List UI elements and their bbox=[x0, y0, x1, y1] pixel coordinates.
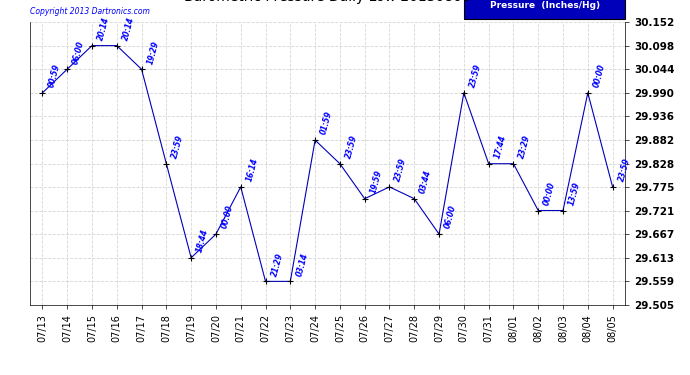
Text: 20:14: 20:14 bbox=[121, 16, 136, 42]
Text: 23:59: 23:59 bbox=[170, 134, 186, 159]
Text: Pressure  (Inches/Hg): Pressure (Inches/Hg) bbox=[490, 0, 600, 9]
Text: 23:29: 23:29 bbox=[518, 134, 533, 159]
Text: 06:00: 06:00 bbox=[71, 39, 86, 65]
Text: 19:29: 19:29 bbox=[146, 39, 161, 65]
Text: 23:59: 23:59 bbox=[617, 157, 631, 183]
Text: 06:00: 06:00 bbox=[443, 204, 458, 230]
Text: 17:44: 17:44 bbox=[493, 134, 508, 159]
Text: 00:00: 00:00 bbox=[220, 204, 235, 230]
Text: 00:00: 00:00 bbox=[542, 181, 558, 206]
Text: 21:29: 21:29 bbox=[270, 252, 284, 277]
Text: 23:59: 23:59 bbox=[468, 63, 483, 89]
Text: 23:59: 23:59 bbox=[394, 157, 408, 183]
Text: 18:44: 18:44 bbox=[195, 228, 210, 254]
Text: Copyright 2013 Dartronics.com: Copyright 2013 Dartronics.com bbox=[30, 8, 150, 16]
FancyBboxPatch shape bbox=[464, 0, 625, 19]
Text: 03:14: 03:14 bbox=[295, 252, 309, 277]
Text: 13:59: 13:59 bbox=[567, 181, 582, 206]
Text: 20:14: 20:14 bbox=[96, 16, 111, 42]
Text: 19:59: 19:59 bbox=[369, 169, 384, 195]
Text: 23:59: 23:59 bbox=[344, 134, 359, 159]
Text: Barometric Pressure Daily Low 20130806: Barometric Pressure Daily Low 20130806 bbox=[184, 0, 471, 4]
Text: 03:44: 03:44 bbox=[418, 169, 433, 195]
Text: 00:00: 00:00 bbox=[592, 63, 607, 89]
Text: 00:59: 00:59 bbox=[46, 63, 61, 89]
Text: 01:59: 01:59 bbox=[319, 110, 334, 136]
Text: 16:14: 16:14 bbox=[245, 157, 260, 183]
